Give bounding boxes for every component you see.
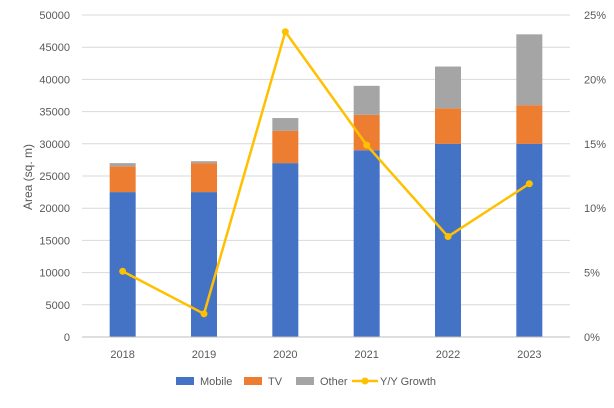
bar-mobile	[435, 143, 461, 337]
y-tick-label: 0	[64, 332, 70, 344]
bar-tv	[516, 105, 543, 144]
bar-mobile	[272, 163, 299, 337]
legend: Mobile TV Other Y/Y Growth	[176, 376, 436, 388]
bar-tv	[435, 108, 461, 144]
line-point	[444, 233, 452, 241]
bar-tv	[109, 166, 136, 193]
x-tick-label: 2022	[436, 349, 460, 361]
y2-tick-label: 20%	[584, 74, 606, 86]
legend-swatch-tv	[244, 377, 262, 385]
bar-other	[353, 85, 380, 115]
y2-tick-label: 25%	[584, 10, 606, 22]
y2-tick-label: 10%	[584, 203, 606, 215]
y-tick-label: 20000	[39, 203, 70, 215]
line-point	[200, 310, 208, 318]
bar-other	[191, 161, 217, 164]
y-tick-label: 25000	[39, 171, 70, 183]
bars	[109, 34, 543, 337]
x-tick-label: 2020	[273, 349, 297, 361]
bar-tv	[191, 163, 217, 193]
axes: 0 5000 10000 15000 20000 25000 30000 35000 40000…	[39, 10, 606, 361]
y2-tick-label: 5%	[584, 268, 600, 280]
y-tick-label: 35000	[39, 107, 70, 119]
bar-other	[272, 118, 299, 131]
bar-other	[109, 163, 136, 167]
y2-tick-label: 0%	[584, 332, 600, 344]
y-tick-label: 15000	[39, 235, 70, 247]
legend-marker-y-y-growth	[361, 377, 369, 385]
y-tick-label: 30000	[39, 139, 70, 151]
line-point	[119, 267, 127, 275]
line-y-y-growth	[122, 30, 531, 316]
line-point	[363, 141, 371, 149]
legend-label-y-y-growth: Y/Y Growth	[380, 376, 436, 388]
y-axis-title: Area (sq. m)	[21, 144, 35, 210]
x-tick-label: 2023	[517, 349, 541, 361]
line-point	[281, 28, 289, 36]
x-tick-label: 2021	[354, 349, 378, 361]
bar-other	[435, 66, 461, 109]
legend-label-tv: TV	[268, 376, 283, 388]
bar-other	[516, 34, 543, 106]
y-tick-label: 50000	[39, 10, 70, 22]
legend-label-mobile: Mobile	[200, 376, 232, 388]
line-point	[525, 180, 533, 188]
bar-mobile	[516, 143, 543, 337]
legend-swatch-other	[296, 377, 314, 385]
x-tick-label: 2018	[110, 349, 134, 361]
legend-swatch-mobile	[176, 377, 194, 385]
bar-tv	[272, 130, 299, 164]
gridlines	[82, 14, 570, 338]
y-tick-label: 5000	[46, 300, 70, 312]
y2-tick-label: 15%	[584, 139, 606, 151]
y-tick-label: 40000	[39, 74, 70, 86]
bar-mobile	[353, 150, 380, 337]
x-tick-label: 2019	[192, 349, 216, 361]
bar-mobile	[109, 192, 136, 337]
growth-line	[119, 28, 533, 318]
y-tick-label: 45000	[39, 42, 70, 54]
y-tick-label: 10000	[39, 268, 70, 280]
legend-label-other: Other	[320, 376, 348, 388]
